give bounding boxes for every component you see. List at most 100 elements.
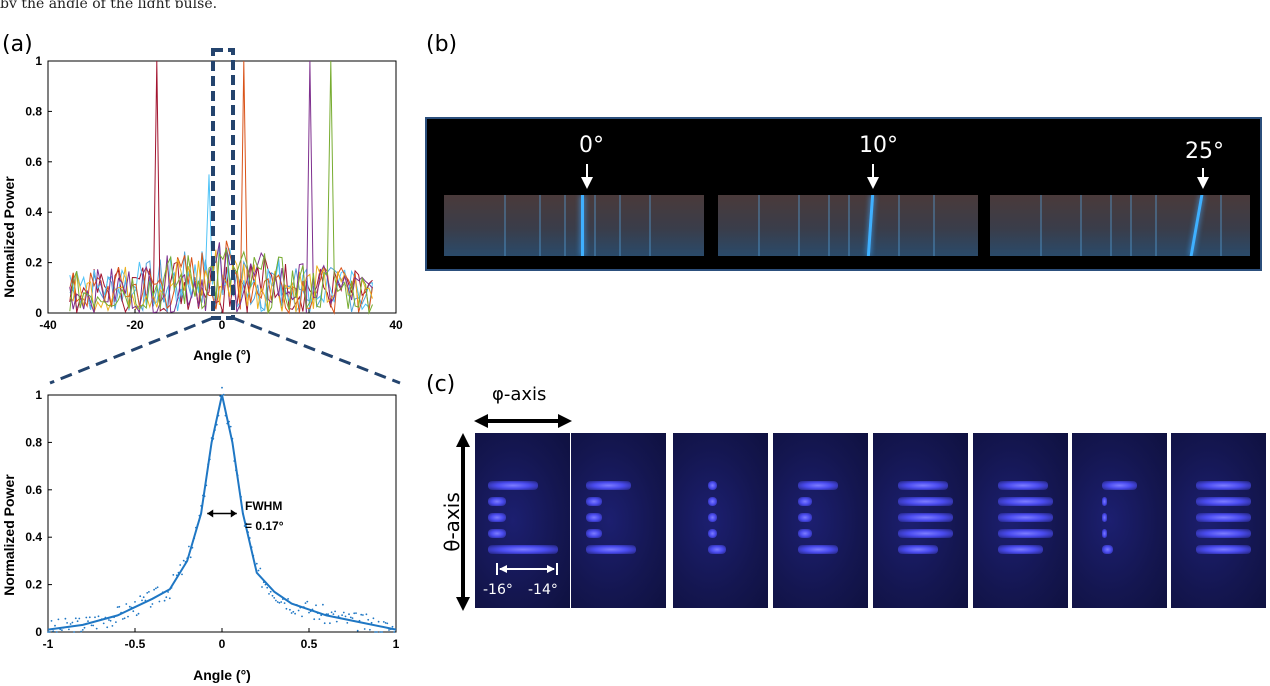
arrow-down-icon xyxy=(1197,177,1209,189)
data-point xyxy=(108,619,110,621)
data-point xyxy=(282,598,284,600)
data-point xyxy=(118,605,121,608)
light-bar xyxy=(1102,497,1108,506)
data-point xyxy=(74,617,77,620)
data-point xyxy=(205,484,208,487)
data-point xyxy=(121,618,124,620)
data-point xyxy=(248,537,251,539)
data-point xyxy=(179,564,182,566)
light-bar xyxy=(1196,497,1251,506)
light-bar xyxy=(998,497,1053,506)
data-point xyxy=(193,537,196,540)
light-bar xyxy=(1196,481,1251,490)
x-tick-label: -20 xyxy=(126,318,144,332)
data-point xyxy=(325,613,328,615)
zoom-indicator xyxy=(49,48,401,385)
data-point xyxy=(329,622,331,625)
data-point xyxy=(370,621,373,624)
data-point xyxy=(348,613,350,616)
data-point xyxy=(48,631,51,633)
data-point xyxy=(372,617,375,620)
light-bar xyxy=(586,513,602,522)
angle-image-panel: 0° 10° 25° xyxy=(425,117,1262,271)
data-point xyxy=(76,620,79,623)
data-point xyxy=(106,626,109,629)
fwhm-label: FWHM xyxy=(245,499,282,513)
data-point xyxy=(81,629,84,631)
pattern-frame xyxy=(973,433,1068,608)
data-point xyxy=(245,522,248,525)
data-point xyxy=(332,613,335,615)
data-point xyxy=(69,623,72,625)
pattern-frame xyxy=(773,433,868,608)
x-tick-label: 0.5 xyxy=(301,637,318,651)
light-bar xyxy=(708,513,717,522)
data-point xyxy=(181,573,183,576)
data-point xyxy=(376,631,378,633)
data-point xyxy=(224,414,227,417)
angle-label-0: 0° xyxy=(579,133,604,158)
data-point xyxy=(88,616,91,619)
x-tick-label: 1 xyxy=(393,637,400,651)
data-point xyxy=(334,610,336,613)
pattern-frame xyxy=(571,433,666,608)
data-point xyxy=(90,624,93,627)
data-point xyxy=(311,608,314,611)
panel-label-b: (b) xyxy=(426,32,458,57)
data-point xyxy=(252,554,255,557)
fwhm-value: = 0.17° xyxy=(245,519,284,533)
light-bar xyxy=(1102,513,1108,522)
data-point xyxy=(322,603,324,606)
data-point xyxy=(269,590,272,593)
data-point xyxy=(254,563,256,566)
data-point xyxy=(212,437,215,440)
light-bar xyxy=(898,497,953,506)
x-tick-label: 0 xyxy=(219,318,226,332)
data-point xyxy=(128,605,131,608)
data-point xyxy=(261,586,263,588)
data-point xyxy=(153,588,156,591)
data-point xyxy=(304,602,307,604)
light-bar xyxy=(586,497,602,506)
data-point xyxy=(134,601,136,603)
data-point xyxy=(167,591,170,593)
data-point xyxy=(275,599,277,602)
data-point xyxy=(292,610,295,613)
arrow-right-icon xyxy=(230,509,237,518)
data-point xyxy=(377,620,380,623)
data-point xyxy=(141,599,143,602)
pattern-frame xyxy=(1072,433,1167,608)
data-point xyxy=(61,629,63,631)
data-point xyxy=(243,525,246,527)
data-point xyxy=(68,628,70,631)
y-tick-label: 0.2 xyxy=(25,256,42,270)
caption-fragment: by the angle of the light pulse. xyxy=(0,0,218,8)
data-point xyxy=(386,622,389,625)
data-point xyxy=(156,586,159,589)
data-point xyxy=(125,603,128,605)
data-point xyxy=(137,612,140,615)
light-bar xyxy=(586,529,602,538)
y-tick-label: 0.4 xyxy=(25,205,42,219)
series-line xyxy=(69,249,373,314)
light-bar xyxy=(586,481,631,490)
data-point xyxy=(320,614,323,617)
panel-label-c: (c) xyxy=(426,372,456,397)
data-point xyxy=(196,524,199,526)
data-point xyxy=(264,583,267,586)
data-point xyxy=(115,621,117,623)
data-point xyxy=(214,429,216,431)
data-point xyxy=(170,587,173,589)
light-bar xyxy=(798,545,838,554)
data-point xyxy=(271,594,274,597)
data-point xyxy=(327,613,329,615)
data-point xyxy=(358,619,361,622)
data-point xyxy=(283,602,286,604)
y-tick-label: 0.4 xyxy=(25,530,42,544)
data-point xyxy=(195,526,197,529)
data-point xyxy=(344,615,347,618)
light-bar xyxy=(488,481,538,490)
data-point xyxy=(57,618,60,621)
data-point xyxy=(330,611,333,614)
data-point xyxy=(158,600,161,603)
